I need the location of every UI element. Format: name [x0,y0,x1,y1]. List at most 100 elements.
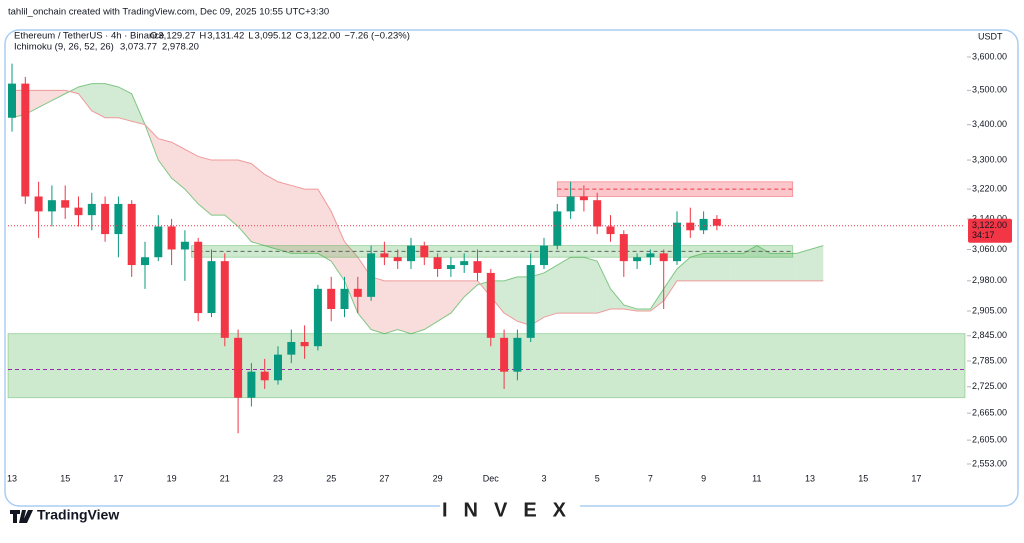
candle-body [34,196,43,212]
cloud-line [11,83,824,335]
cloud-fill [756,245,771,281]
cloud-fill [331,211,345,281]
cloud-fill [158,138,172,179]
x-tick-label: 27 [379,473,389,483]
candle-body [486,272,495,338]
cloud-fill [91,83,106,118]
y-tick-label: 3,600.00 [972,51,1007,61]
candle-body [686,222,695,231]
y-tick-label: 3,400.00 [972,119,1007,129]
candle-body [287,342,296,355]
candle-body [207,261,216,314]
candle-body [526,265,535,338]
currency: USDT [978,31,1003,41]
cloud-fill [51,90,66,101]
x-tick-label: 19 [167,473,177,483]
last-price-label: 3,122.00 [972,220,1007,230]
cloud-fill [703,253,717,281]
y-tick-label: 2,725.00 [972,381,1007,391]
cloud-fill [557,257,571,314]
candle-body [87,203,96,216]
brand: TradingView [37,507,119,523]
y-tick-label: 2,845.00 [972,330,1007,340]
cloud-fill [411,280,425,334]
cloud-fill [105,83,119,118]
indicator: Ichimoku (9, 26, 52, 26) [14,42,114,53]
candle-body [220,261,229,338]
watermark-bg [440,497,580,519]
candle-body [101,203,110,235]
candle-body [367,253,376,297]
legend-value: 3,122.00 [303,31,340,42]
x-tick-label: 15 [858,473,868,483]
cloud-fill [238,160,252,242]
x-tick-label: 17 [113,473,123,483]
candle-body [353,288,362,297]
y-tick-label: 2,980.00 [972,275,1007,285]
legend-change: −7.26 (−0.23%) [344,31,410,42]
x-tick-label: 13 [805,473,815,483]
candle-body [61,200,70,208]
cloud-fill [544,265,558,318]
cloud-fill [264,174,278,250]
countdown: 34:17 [972,230,995,240]
candle-body [167,226,176,250]
cloud-fill [78,83,92,111]
candle-body [300,342,309,347]
cloud-fill [690,253,704,281]
candle-body [540,245,548,266]
y-tick-label: 2,553.00 [972,458,1007,468]
cloud-fill [384,280,398,334]
candle-body [633,257,642,262]
last-price-box [968,218,1012,243]
candle-body [127,203,136,266]
y-tick-label: 3,220.00 [972,183,1007,193]
x-tick-label: 7 [648,473,653,483]
indicator-value: 2,978.20 [162,42,199,53]
cloud-fill [317,189,332,262]
x-tick-label: 5 [595,473,600,483]
candle-body [393,257,402,262]
x-tick-label: 21 [220,473,230,483]
candle-body [420,245,429,258]
cloud-fill [730,253,744,281]
frame [4,29,1019,507]
credit: tahlil_onchain created with TradingView.… [8,7,329,18]
candle-body [646,253,655,258]
cloud-line [12,89,824,326]
candle-body [566,196,575,212]
candle-body [593,200,602,227]
cloud-fill [278,181,292,254]
cloud-fill [663,268,677,301]
candle-body [194,241,203,314]
cloud-fill [38,90,52,108]
zone [7,333,966,399]
y-tick-label: 2,605.00 [972,434,1007,444]
legend-key: L [248,31,253,42]
x-tick-label: 9 [701,473,706,483]
candle-body [446,265,455,269]
cloud-fill [770,253,784,281]
candle-body [47,200,56,212]
candle-body [114,203,123,235]
cloud-fill [118,86,132,122]
watermark: INVEX [442,499,582,521]
cloud-fill [464,280,478,297]
x-tick-label: 11 [752,473,761,483]
y-tick-label: 2,785.00 [972,355,1007,365]
cloud-fill [610,288,624,309]
legend-value: 3,129.27 [158,31,195,42]
candle-body [473,261,482,273]
candle-body [606,226,615,235]
y-tick-label: 2,665.00 [972,408,1007,418]
candle-body [619,234,628,262]
y-tick-label: 3,060.00 [972,244,1007,254]
cloud-fill [397,280,411,334]
cloud-fill [198,156,212,216]
cloud-fill [796,249,810,281]
cloud-fill [291,185,305,254]
candle-body [553,211,562,246]
candle-body [327,288,336,309]
legend-key: O [150,31,157,42]
